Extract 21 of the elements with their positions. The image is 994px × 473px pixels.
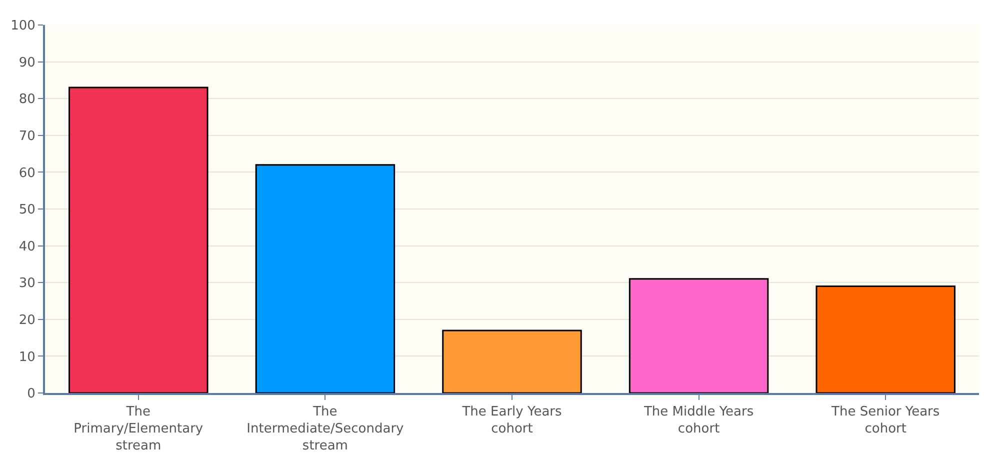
bar xyxy=(628,278,769,393)
y-tick-label: 10 xyxy=(18,350,36,365)
y-tick-label: 100 xyxy=(10,18,36,34)
y-tick-label: 70 xyxy=(18,128,36,144)
bar xyxy=(255,164,396,393)
y-tick-label: 0 xyxy=(27,386,36,402)
x-tick-label: The Primary/Elementary stream xyxy=(74,404,204,454)
x-tick-label: The Intermediate/Secondary stream xyxy=(246,404,404,454)
y-tick-label: 50 xyxy=(18,202,36,218)
y-tick-label: 90 xyxy=(18,55,36,70)
y-tick-label: 20 xyxy=(18,312,36,328)
bar xyxy=(442,330,582,393)
x-tick-label: The Early Years cohort xyxy=(461,404,562,436)
y-tick-label: 30 xyxy=(18,276,36,292)
bar xyxy=(68,86,208,393)
y-tick-label: 60 xyxy=(18,166,36,181)
y-tick-label: 40 xyxy=(18,239,36,254)
x-tick-label: The Senior Years cohort xyxy=(830,404,940,436)
y-tick-label: 80 xyxy=(18,92,36,108)
x-tick-label: The Middle Years cohort xyxy=(642,404,754,436)
bar xyxy=(816,286,956,393)
